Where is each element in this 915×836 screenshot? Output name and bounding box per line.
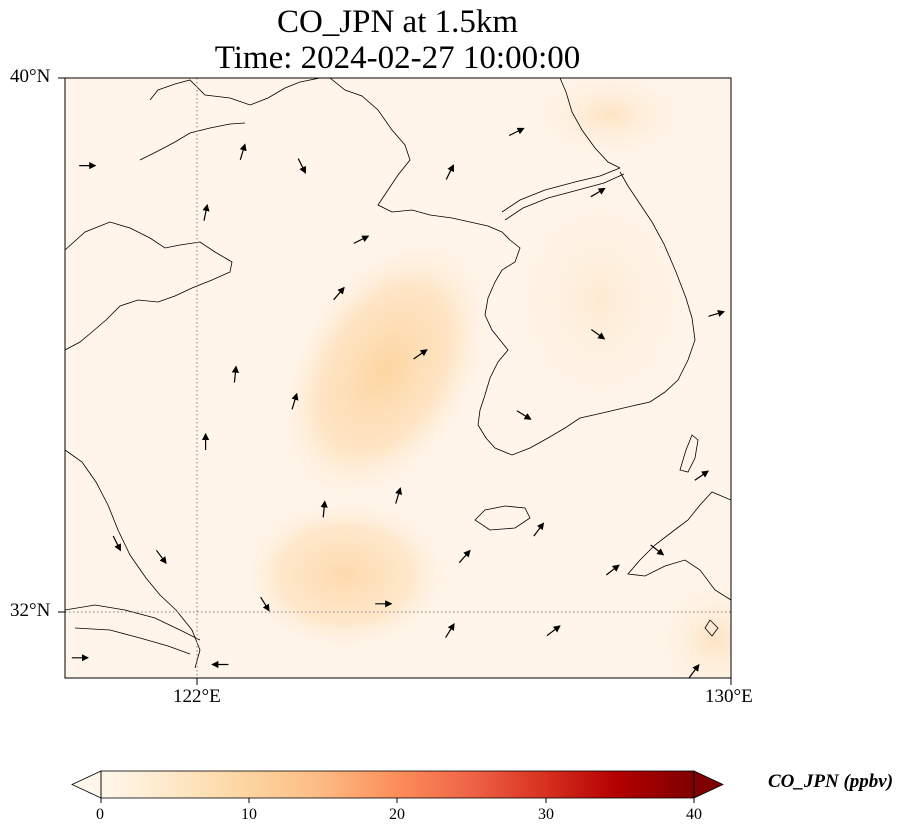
plume-south-yellow-sea [235, 495, 455, 655]
wind-arrow [708, 309, 726, 317]
wind-arrow [694, 470, 709, 481]
korea-west-coast [477, 171, 696, 456]
shandong-coast [65, 221, 233, 351]
liaodong-coast [149, 78, 321, 106]
wind-arrows [71, 127, 726, 678]
plume-korea-north [520, 78, 700, 165]
wind-arrow [413, 349, 428, 360]
wind-arrow [508, 127, 525, 137]
wind-arrow [239, 143, 247, 160]
wind-arrow [605, 564, 620, 576]
colorbar-extend-min [71, 770, 102, 799]
wind-arrow [590, 329, 606, 340]
dmz-border-2 [504, 173, 625, 221]
wind-arrow [112, 535, 121, 552]
yangtze-estuary [65, 604, 201, 641]
colorbar-label-30: 30 [538, 806, 554, 823]
wind-arrow [546, 625, 561, 637]
wind-arrow [650, 544, 665, 556]
wind-arrow [533, 522, 545, 537]
wind-arrow [516, 410, 532, 420]
colorbar-extend-max [693, 770, 724, 799]
lon-label-130: 130°E [705, 686, 753, 707]
tsushima-island [679, 434, 699, 473]
wind-arrow [320, 500, 328, 518]
bohai-coast [139, 122, 246, 161]
korea-northeast-coast [559, 78, 621, 169]
wind-arrow [590, 187, 606, 198]
concentration-field [65, 78, 731, 678]
wind-arrow [155, 549, 167, 565]
wind-arrow [291, 392, 299, 410]
colorbar-label-0: 0 [96, 806, 104, 823]
colorbar-label-10: 10 [241, 806, 257, 823]
wind-arrow [395, 487, 403, 504]
wind-arrow [458, 549, 471, 564]
wind-arrow [688, 663, 700, 678]
china-east-coast [65, 449, 201, 669]
map-frame [64, 77, 732, 679]
kyushu-coast [627, 491, 731, 601]
wind-arrow [353, 235, 370, 244]
lat-label-40: 40°N [10, 66, 51, 87]
islands-southwest [704, 619, 719, 637]
liaoning-coast [329, 78, 503, 233]
wind-arrow [297, 158, 306, 174]
lon-label-122: 122°E [173, 686, 221, 707]
colorbar-gradient [101, 771, 694, 798]
jeju-island [474, 505, 531, 531]
map-title-line-1: CO_JPN at 1.5km [276, 4, 519, 40]
colorbar-label-20: 20 [389, 806, 405, 823]
coastlines [65, 78, 731, 669]
colorbar-label-40: 40 [686, 806, 702, 823]
wind-arrow [260, 596, 270, 612]
map-title-line-2: Time: 2024-02-27 10:00:00 [214, 40, 581, 76]
lat-label-32: 32°N [10, 600, 51, 621]
wind-arrow [231, 365, 239, 383]
wind-arrow [445, 622, 455, 638]
wind-arrow [445, 164, 454, 180]
colorbar-title: CO_JPN (ppbv) [768, 771, 894, 792]
wind-arrow [333, 286, 345, 301]
wind-arrow [202, 203, 210, 221]
plume-east-corner [645, 570, 731, 678]
dmz-border [501, 167, 621, 213]
yangtze-estuary-south [74, 627, 191, 655]
plume-yellow-sea [273, 231, 497, 509]
plume-korea-central [490, 160, 710, 440]
colorbar [71, 770, 724, 803]
